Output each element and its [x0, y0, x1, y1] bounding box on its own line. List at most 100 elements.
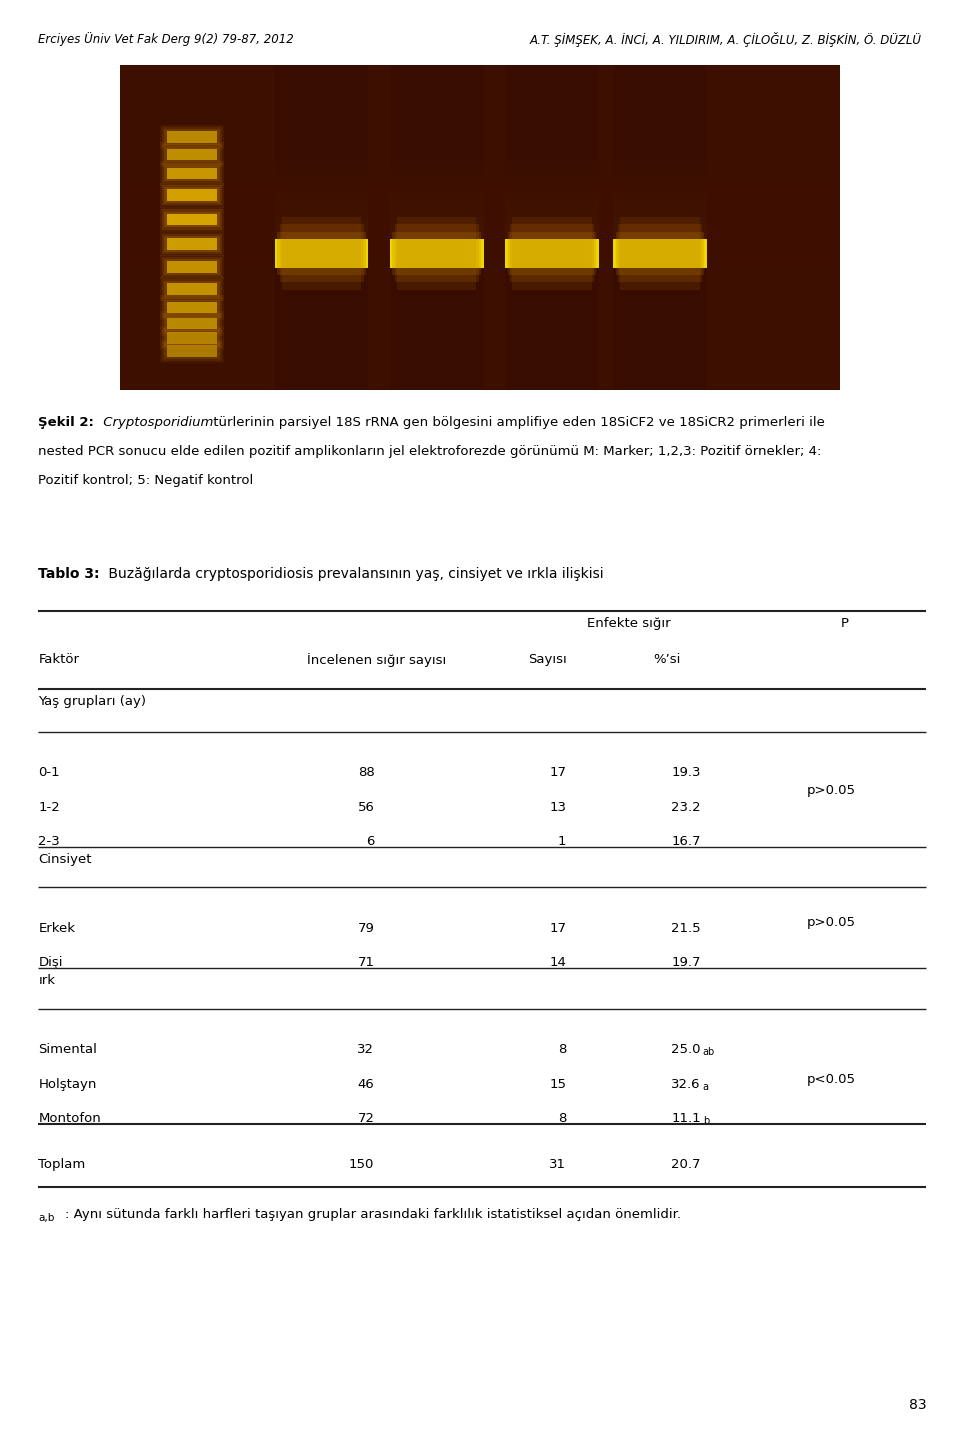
Bar — [159, 338, 225, 362]
Bar — [275, 191, 369, 198]
Bar — [164, 212, 220, 228]
Bar — [159, 310, 225, 335]
Bar — [167, 238, 217, 250]
Bar — [390, 231, 484, 238]
Bar — [167, 131, 217, 143]
Bar — [277, 231, 366, 276]
Bar — [159, 254, 225, 280]
Bar — [159, 206, 225, 231]
Bar — [505, 214, 599, 222]
Bar — [164, 186, 220, 202]
Text: b: b — [703, 1116, 709, 1126]
Bar — [275, 166, 369, 173]
Bar — [159, 295, 225, 319]
Text: 13: 13 — [549, 800, 566, 813]
Bar — [390, 157, 484, 166]
Bar — [120, 250, 840, 260]
Bar — [120, 228, 840, 238]
Bar — [120, 325, 840, 336]
Bar — [618, 224, 702, 283]
Bar — [282, 217, 361, 290]
Text: 2-3: 2-3 — [38, 835, 60, 848]
Text: p>0.05: p>0.05 — [806, 784, 855, 797]
Text: 21.5: 21.5 — [671, 921, 701, 934]
Bar — [613, 222, 707, 231]
Bar — [120, 152, 840, 163]
Bar — [613, 65, 707, 390]
Bar — [279, 224, 364, 283]
Bar — [613, 166, 707, 173]
Bar — [162, 127, 222, 147]
Bar — [164, 315, 220, 331]
Bar — [275, 173, 369, 182]
Text: 11.1: 11.1 — [671, 1112, 701, 1125]
Bar — [120, 195, 840, 206]
Text: Yaş grupları (ay): Yaş grupları (ay) — [38, 696, 146, 709]
Text: %’si: %’si — [653, 653, 681, 666]
Bar — [120, 185, 840, 195]
Bar — [395, 224, 479, 283]
Bar — [164, 280, 220, 297]
Bar — [613, 173, 707, 182]
Bar — [275, 157, 369, 166]
Text: 6: 6 — [366, 835, 374, 848]
Bar — [164, 146, 220, 162]
Bar — [120, 120, 840, 130]
Bar — [613, 238, 707, 269]
Bar — [390, 222, 484, 231]
Bar — [162, 341, 222, 361]
Bar — [167, 214, 217, 225]
Bar — [120, 108, 840, 120]
Text: Buzăğılarda cryptosporidiosis prevalansının yaş, cinsiyet ve ırkla ilişkisi: Buzăğılarda cryptosporidiosis prevalansı… — [104, 567, 603, 582]
Text: 1: 1 — [558, 835, 566, 848]
Bar — [159, 182, 225, 206]
Bar — [120, 347, 840, 358]
Bar — [393, 231, 481, 276]
Text: Erciyes Üniv Vet Fak Derg 9(2) 79-87, 2012: Erciyes Üniv Vet Fak Derg 9(2) 79-87, 20… — [38, 32, 294, 46]
Bar — [162, 328, 222, 348]
Bar — [159, 325, 225, 349]
Bar — [120, 303, 840, 313]
Bar — [505, 222, 599, 231]
Text: 25.0: 25.0 — [671, 1043, 701, 1056]
Text: a,b: a,b — [38, 1213, 55, 1223]
Bar — [620, 217, 700, 290]
Bar — [162, 144, 222, 165]
Text: p<0.05: p<0.05 — [806, 1073, 855, 1086]
Bar — [164, 342, 220, 358]
Text: Cinsiyet: Cinsiyet — [38, 853, 92, 866]
Bar — [120, 65, 840, 75]
Text: a: a — [703, 1082, 708, 1092]
Bar — [120, 173, 840, 185]
Bar — [162, 234, 222, 254]
Bar — [162, 257, 222, 277]
Text: 83: 83 — [909, 1398, 926, 1412]
Text: 17: 17 — [549, 921, 566, 934]
Bar — [275, 222, 369, 231]
Bar — [390, 191, 484, 198]
Bar — [159, 160, 225, 185]
Text: 46: 46 — [358, 1077, 374, 1090]
Bar — [167, 149, 217, 160]
Bar — [167, 261, 217, 273]
Text: Şekil 2:: Şekil 2: — [38, 416, 94, 429]
Bar — [505, 65, 599, 390]
Bar — [513, 217, 591, 290]
Text: 32.6: 32.6 — [671, 1077, 701, 1090]
Bar — [164, 129, 220, 144]
Bar — [120, 368, 840, 380]
Bar — [275, 206, 369, 214]
Text: A.T. ŞİMŞEK, A. İNCİ, A. YILDIRIM, A. ÇİLOĞLU, Z. BİŞKİN, Ö. DÜZLÜ: A.T. ŞİMŞEK, A. İNCİ, A. YILDIRIM, A. Çİ… — [530, 32, 922, 46]
Text: 17: 17 — [549, 767, 566, 780]
Text: Toplam: Toplam — [38, 1158, 85, 1171]
Text: Enfekte sığır: Enfekte sığır — [587, 617, 671, 630]
Bar — [120, 282, 840, 292]
Bar — [505, 238, 599, 269]
Bar — [505, 191, 599, 198]
Bar — [120, 140, 840, 152]
Bar — [505, 231, 599, 238]
Bar — [505, 157, 599, 166]
Bar — [120, 336, 840, 347]
Bar — [120, 65, 840, 390]
Bar — [613, 206, 707, 214]
